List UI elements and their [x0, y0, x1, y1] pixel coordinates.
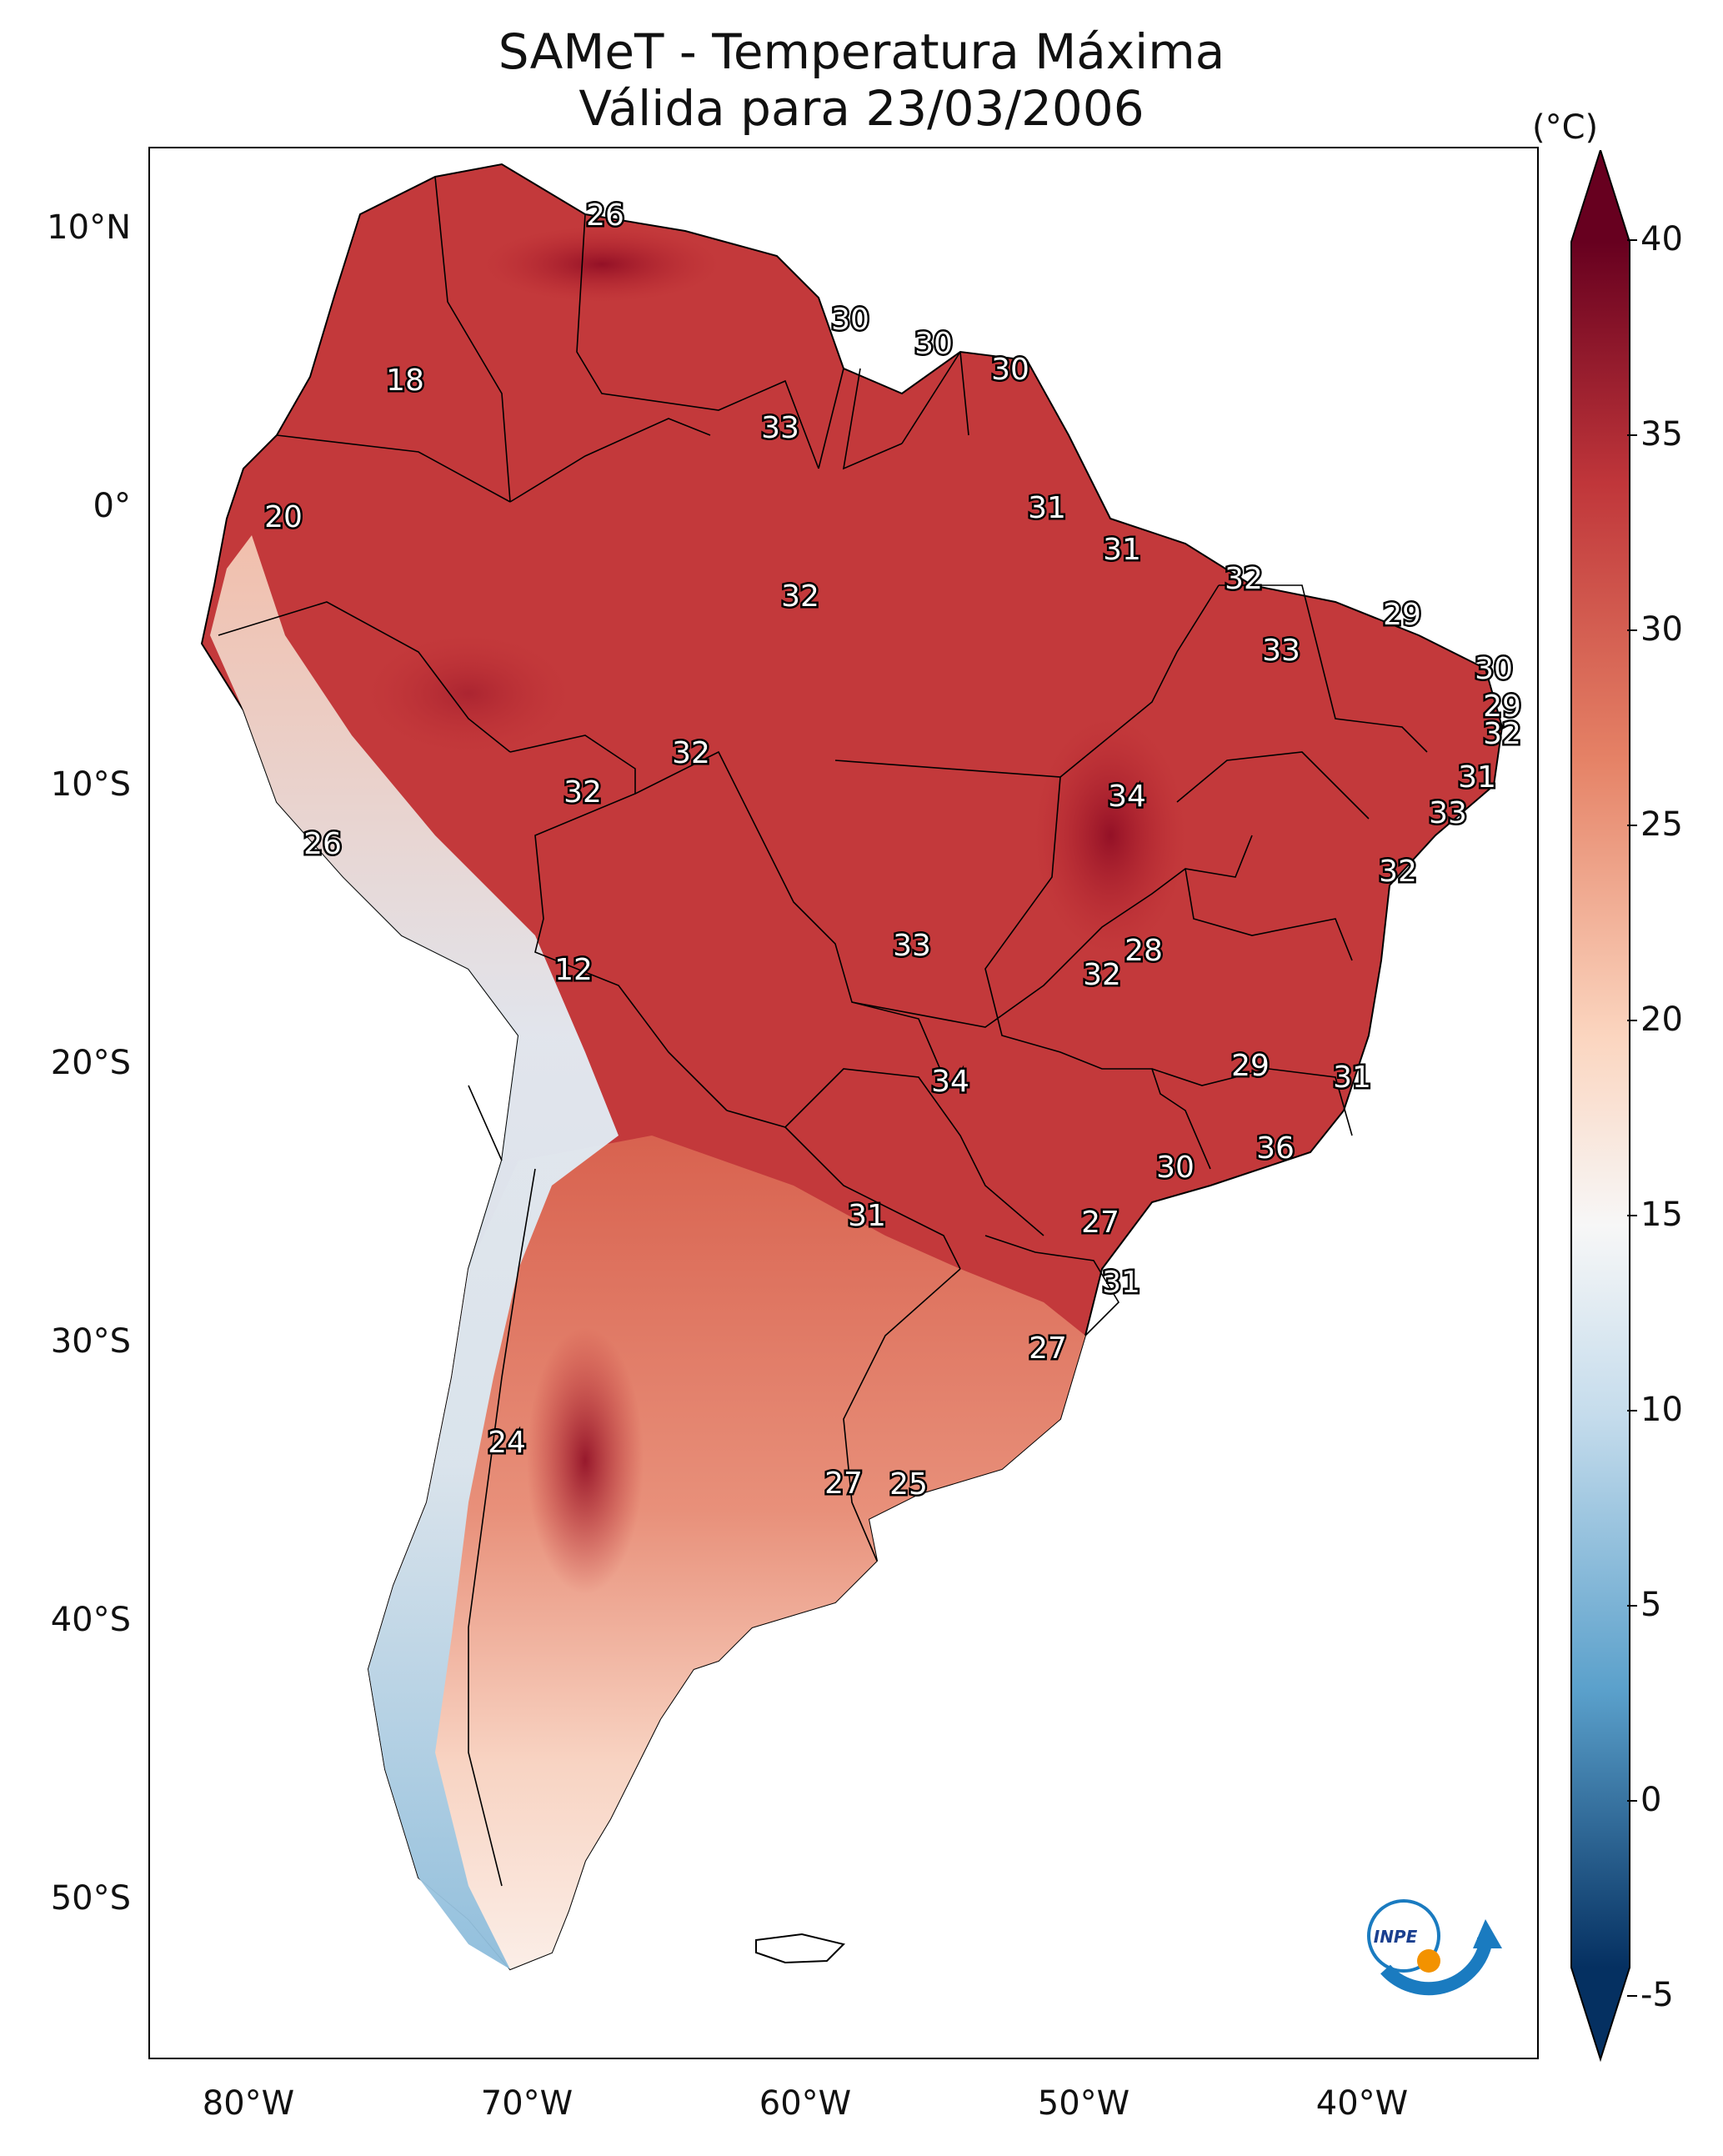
colorbar-tick-label: 35 — [1640, 415, 1683, 454]
colorbar-tick-label: 25 — [1640, 805, 1683, 844]
lon-label-50w: 50°W — [1037, 2084, 1130, 2123]
colorbar-gradient — [1571, 242, 1630, 1968]
lon-label-80w: 80°W — [202, 2084, 295, 2123]
temperature-label: 33 — [893, 929, 931, 963]
temperature-label: 28 — [1124, 934, 1163, 968]
temperature-label: 32 — [1083, 958, 1121, 992]
temperature-label: 27 — [1081, 1206, 1119, 1240]
lon-label-40w: 40°W — [1315, 2084, 1409, 2123]
lon-label-60w: 60°W — [759, 2084, 852, 2123]
temperature-label: 20 — [264, 500, 303, 534]
colorbar-tick-mark — [1627, 434, 1637, 436]
colorbar-tick-mark — [1627, 1800, 1637, 1802]
colorbar-tick-mark — [1627, 239, 1637, 241]
colorbar-bottom-extend — [1571, 1968, 1630, 2059]
southern-cone-shade — [368, 1136, 1085, 1969]
temperature-label: 31 — [1102, 1266, 1140, 1300]
inpe-logo: INPE — [1367, 1899, 1502, 1996]
temperature-label: 36 — [1256, 1131, 1295, 1166]
temperature-label: 27 — [1029, 1331, 1067, 1366]
colorbar-tick-mark — [1627, 1995, 1637, 1997]
inpe-logo-arc — [1380, 1938, 1495, 1996]
temperature-label: 32 — [563, 775, 602, 810]
temperature-label: 30 — [1475, 652, 1513, 686]
colorbar-tick-label: 30 — [1640, 610, 1683, 649]
colorbar-tick-mark — [1627, 825, 1637, 826]
map-subtitle: Válida para 23/03/2006 — [579, 80, 1144, 137]
map-panel: 26 30 30 30 18 33 20 31 31 32 32 29 33 30 29 32 32 32 34 31… — [148, 147, 1539, 2059]
temperature-label: 32 — [1225, 562, 1263, 596]
colorbar-tick-mark — [1627, 1410, 1637, 1411]
temperature-label: 31 — [1458, 760, 1496, 795]
temperature-label: 33 — [1262, 634, 1300, 668]
colorbar-tick-label: 40 — [1640, 220, 1683, 258]
colorbar-outline — [1570, 150, 1630, 2063]
colorbar-tick-label: -5 — [1640, 1976, 1674, 2014]
colorbar-top-extend — [1571, 150, 1630, 242]
temperature-label: 31 — [1103, 533, 1141, 567]
temperature-label: 26 — [303, 827, 342, 861]
colorbar-tick-mark — [1627, 629, 1637, 631]
temperature-label: 29 — [1483, 689, 1521, 724]
lat-label-10s: 10°S — [50, 765, 131, 804]
colorbar-tick-mark — [1627, 1215, 1637, 1216]
hotspot-amazon — [368, 635, 568, 752]
colorbar-tick-label: 5 — [1640, 1586, 1662, 1624]
inpe-logo-arrow — [1473, 1919, 1502, 1948]
temperature-label: 18 — [386, 364, 424, 398]
falkland-islands — [755, 1933, 845, 1964]
colorbar-tick-label: 10 — [1640, 1391, 1683, 1429]
lat-label-10n: 10°N — [47, 208, 131, 247]
temperature-label: 29 — [1383, 598, 1421, 632]
inpe-logo-text: INPE — [1374, 1927, 1418, 1947]
lat-label-40s: 40°S — [50, 1601, 131, 1639]
lat-label-50s: 50°S — [50, 1879, 131, 1918]
hotspot-argentina — [527, 1327, 644, 1594]
temperature-label: 32 — [672, 736, 710, 770]
hotspot-central-brazil — [1035, 719, 1185, 952]
temperature-label: 33 — [761, 411, 799, 445]
temperature-label: 30 — [914, 327, 953, 361]
colorbar-unit: (°C) — [1532, 108, 1599, 147]
colorbar-tick-mark — [1627, 1020, 1637, 1021]
temperature-label: 25 — [889, 1467, 928, 1502]
temperature-label: 32 — [1379, 855, 1417, 889]
temperature-label: 30 — [831, 303, 869, 337]
colorbar — [1570, 150, 1630, 2063]
colorbar-tick-mark — [1627, 1605, 1637, 1607]
lat-label-20s: 20°S — [50, 1044, 131, 1082]
lat-label-30s: 30°S — [50, 1322, 131, 1361]
temperature-label: 34 — [931, 1065, 969, 1099]
hotspot-venezuela — [485, 227, 719, 302]
temperature-label: 33 — [1429, 796, 1467, 830]
temperature-label: 24 — [488, 1426, 526, 1460]
temperature-label: 26 — [586, 198, 624, 233]
lat-label-0: 0° — [93, 487, 131, 525]
andes-cool-strip — [210, 535, 619, 1969]
map-title: SAMeT - Temperatura Máxima — [498, 23, 1225, 80]
colorbar-tick-label: 15 — [1640, 1196, 1683, 1234]
temperature-label: 34 — [1108, 780, 1146, 814]
temperature-label: 31 — [848, 1199, 886, 1233]
temperature-label: 29 — [1231, 1049, 1270, 1083]
temperature-label: 31 — [1333, 1060, 1371, 1095]
country-borders — [218, 176, 1428, 1887]
inpe-logo-orbit — [1367, 1899, 1440, 1973]
temperature-label: 31 — [1028, 491, 1066, 525]
temperature-label: 12 — [554, 953, 593, 987]
temperature-label: 27 — [824, 1467, 863, 1501]
colorbar-tick-label: 20 — [1640, 1000, 1683, 1039]
inpe-logo-sun — [1417, 1949, 1440, 1973]
lon-label-70w: 70°W — [480, 2084, 573, 2123]
temperature-label: 32 — [781, 579, 819, 614]
colorbar-tick-label: 0 — [1640, 1781, 1662, 1819]
temperature-label: 30 — [991, 353, 1029, 387]
temperature-label: 32 — [1483, 717, 1521, 751]
temperature-label: 30 — [1156, 1151, 1195, 1185]
